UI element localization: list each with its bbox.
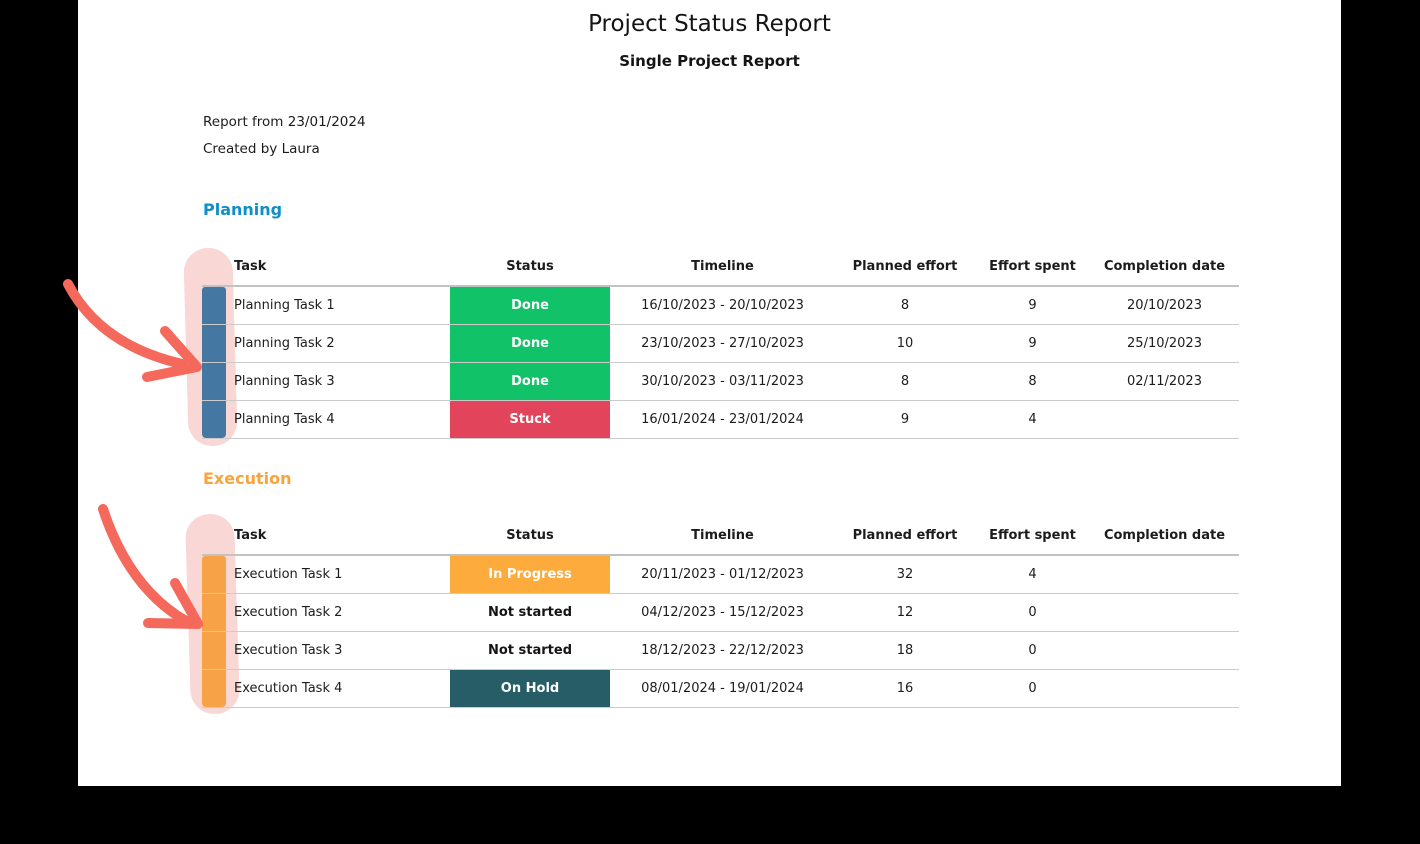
report-page: Project Status Report Single Project Rep…: [78, 0, 1341, 786]
task-name: Planning Task 3: [234, 374, 335, 389]
header-col-planned-effort: Planned effort: [852, 528, 958, 543]
completion-date-value: 25/10/2023: [1127, 336, 1202, 351]
table-row: Execution Task 4 On Hold 08/01/2024 - 19/0…: [202, 670, 1239, 708]
task-name: Planning Task 1: [234, 298, 335, 313]
header-col-completion-date: Completion date: [1103, 528, 1226, 543]
timeline-value: 08/01/2024 - 19/01/2024: [641, 681, 804, 696]
timeline-value: 16/10/2023 - 20/10/2023: [641, 298, 804, 313]
completion-date-value: [1090, 670, 1239, 707]
report-author: Created by Laura: [203, 141, 320, 157]
timeline-value: 16/01/2024 - 23/01/2024: [641, 412, 804, 427]
task-name: Execution Task 4: [234, 681, 343, 696]
header-col-timeline: Timeline: [691, 259, 754, 274]
planned-effort-value: 18: [896, 643, 914, 658]
section-execution: Execution Task Status Timeline Planned effo…: [202, 469, 1239, 708]
status-badge: Done: [450, 363, 610, 400]
planned-effort-value: 8: [900, 374, 910, 389]
status-badge: Done: [450, 325, 610, 362]
header-col-timeline: Timeline: [691, 528, 754, 543]
header-col-task: Task: [234, 528, 267, 543]
completion-date-value: [1090, 401, 1239, 438]
planned-effort-value: 9: [900, 412, 910, 427]
planned-effort-value: 8: [900, 298, 910, 313]
effort-spent-value: 8: [1028, 374, 1037, 389]
status-badge: Not started: [487, 605, 573, 620]
section-table: Task Status Timeline Planned effort Effort s…: [202, 248, 1239, 439]
table-row: Planning Task 2 Done 23/10/2023 - 27/10/20…: [202, 325, 1239, 363]
effort-spent-value: 4: [1028, 412, 1037, 427]
header-col-effort-spent: Effort spent: [989, 528, 1076, 543]
report-date: Report from 23/01/2024: [203, 114, 366, 130]
group-color-bar: [202, 594, 226, 631]
table-header-row: Task Status Timeline Planned effort Effort s…: [202, 248, 1239, 287]
header-col-completion-date: Completion date: [1103, 259, 1226, 274]
section-title: Execution: [203, 469, 292, 488]
group-color-bar: [202, 632, 226, 669]
group-color-bar-spacer: [202, 517, 226, 554]
task-name: Execution Task 3: [234, 643, 343, 658]
task-name: Planning Task 4: [234, 412, 335, 427]
effort-spent-value: 9: [1028, 298, 1037, 313]
table-row: Execution Task 1 In Progress 20/11/2023 - …: [202, 556, 1239, 594]
header-col-effort-spent: Effort spent: [989, 259, 1076, 274]
group-color-bar: [202, 287, 226, 324]
table-row: Planning Task 4 Stuck 16/01/2024 - 23/01/2…: [202, 401, 1239, 439]
completion-date-value: [1090, 594, 1239, 631]
group-color-bar: [202, 556, 226, 593]
status-badge: Stuck: [450, 401, 610, 438]
group-color-bar-spacer: [202, 248, 226, 285]
table-row: Planning Task 1 Done 16/10/2023 - 20/10/20…: [202, 287, 1239, 325]
task-name: Execution Task 2: [234, 605, 343, 620]
header-col-task: Task: [234, 259, 267, 274]
effort-spent-value: 4: [1028, 567, 1037, 582]
report-meta: Report from 23/01/2024 Created by Laura: [203, 109, 366, 163]
table-row: Planning Task 3 Done 30/10/2023 - 03/11/20…: [202, 363, 1239, 401]
timeline-value: 18/12/2023 - 22/12/2023: [641, 643, 804, 658]
task-name: Execution Task 1: [234, 567, 343, 582]
group-color-bar: [202, 401, 226, 438]
timeline-value: 20/11/2023 - 01/12/2023: [641, 567, 804, 582]
table-row: Execution Task 2 Not started 04/12/2023 - …: [202, 594, 1239, 632]
task-name: Planning Task 2: [234, 336, 335, 351]
header-col-status: Status: [506, 259, 554, 274]
group-color-bar: [202, 363, 226, 400]
status-badge: In Progress: [450, 556, 610, 593]
section-title: Planning: [203, 200, 283, 219]
section-table: Task Status Timeline Planned effort Effort s…: [202, 517, 1239, 708]
effort-spent-value: 0: [1028, 643, 1037, 658]
timeline-value: 04/12/2023 - 15/12/2023: [641, 605, 804, 620]
planned-effort-value: 10: [896, 336, 914, 351]
group-color-bar: [202, 670, 226, 707]
effort-spent-value: 0: [1028, 605, 1037, 620]
completion-date-value: [1090, 632, 1239, 669]
planned-effort-value: 12: [896, 605, 914, 620]
status-badge: Done: [450, 287, 610, 324]
timeline-value: 30/10/2023 - 03/11/2023: [641, 374, 804, 389]
page-title: Project Status Report: [588, 11, 831, 37]
table-row: Execution Task 3 Not started 18/12/2023 - …: [202, 632, 1239, 670]
header-col-status: Status: [506, 528, 554, 543]
completion-date-value: 02/11/2023: [1127, 374, 1202, 389]
status-badge: Not started: [487, 643, 573, 658]
effort-spent-value: 0: [1028, 681, 1037, 696]
effort-spent-value: 9: [1028, 336, 1037, 351]
planned-effort-value: 32: [896, 567, 914, 582]
page-subtitle: Single Project Report: [619, 52, 800, 70]
completion-date-value: 20/10/2023: [1127, 298, 1202, 313]
header-col-planned-effort: Planned effort: [852, 259, 958, 274]
table-header-row: Task Status Timeline Planned effort Effort s…: [202, 517, 1239, 556]
status-badge: On Hold: [450, 670, 610, 707]
planned-effort-value: 16: [896, 681, 914, 696]
completion-date-value: [1090, 556, 1239, 593]
section-planning: Planning Task Status Timeline Planned effor…: [202, 200, 1239, 439]
timeline-value: 23/10/2023 - 27/10/2023: [641, 336, 804, 351]
group-color-bar: [202, 325, 226, 362]
